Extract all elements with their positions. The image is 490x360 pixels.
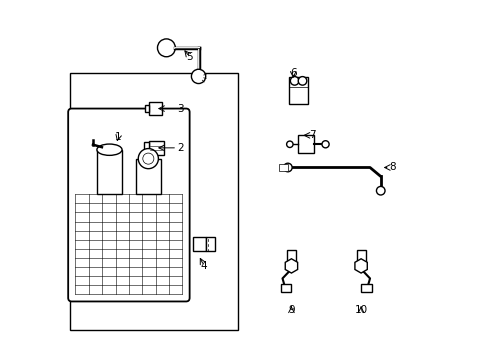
Circle shape — [291, 77, 299, 85]
Bar — [298, 135, 314, 153]
Bar — [287, 249, 296, 262]
Text: 6: 6 — [290, 68, 296, 78]
Circle shape — [322, 141, 329, 148]
Polygon shape — [355, 259, 368, 273]
Circle shape — [138, 149, 158, 169]
Bar — [193, 237, 206, 251]
Circle shape — [376, 186, 385, 195]
Text: 2: 2 — [177, 143, 184, 153]
Bar — [206, 237, 215, 251]
Circle shape — [284, 163, 292, 172]
Circle shape — [143, 153, 154, 164]
Text: 5: 5 — [186, 52, 193, 62]
Circle shape — [157, 39, 175, 57]
Circle shape — [287, 141, 293, 148]
Text: 9: 9 — [288, 305, 295, 315]
Bar — [289, 77, 308, 104]
Bar — [281, 284, 292, 292]
Polygon shape — [285, 259, 297, 273]
Text: 10: 10 — [355, 305, 368, 315]
Text: 4: 4 — [200, 261, 207, 271]
Bar — [136, 159, 161, 194]
Bar — [144, 142, 148, 154]
Circle shape — [192, 69, 206, 84]
Bar — [70, 73, 238, 330]
Bar — [361, 284, 372, 292]
Bar — [148, 141, 164, 155]
Bar — [357, 249, 366, 262]
Bar — [148, 102, 162, 115]
Text: 7: 7 — [309, 130, 316, 140]
Bar — [279, 164, 288, 171]
Circle shape — [298, 77, 307, 85]
Ellipse shape — [97, 144, 122, 156]
Text: 1: 1 — [115, 132, 122, 142]
Text: 8: 8 — [390, 162, 396, 172]
Text: 3: 3 — [177, 104, 184, 113]
Bar — [145, 105, 148, 112]
FancyBboxPatch shape — [68, 109, 190, 301]
Bar — [97, 150, 122, 194]
